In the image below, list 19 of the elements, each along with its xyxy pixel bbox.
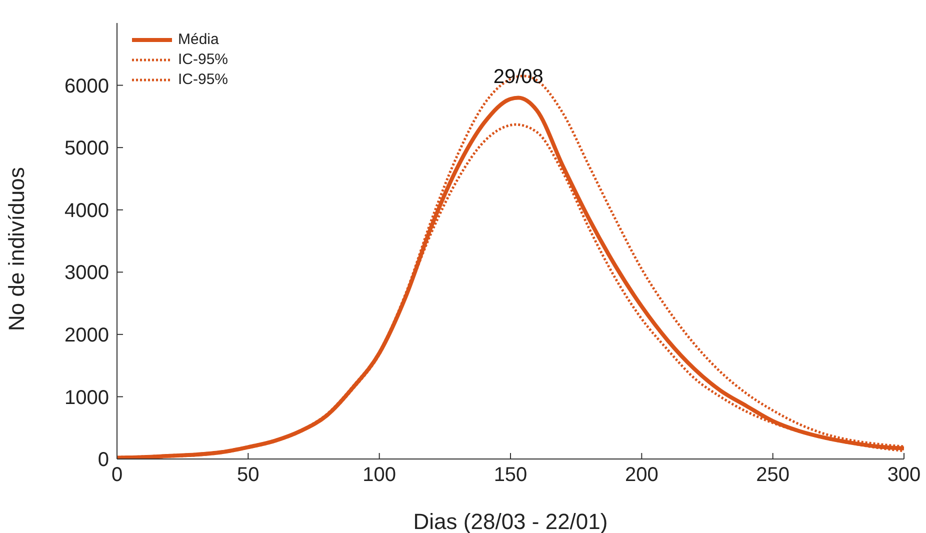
x-tick-label: 50 bbox=[237, 464, 260, 486]
x-tick-label: 200 bbox=[624, 464, 658, 486]
legend-label: Média bbox=[178, 30, 219, 50]
y-tick-label: 4000 bbox=[64, 200, 109, 222]
y-tick-label: 0 bbox=[98, 449, 109, 472]
legend-label: IC-95% bbox=[178, 50, 228, 70]
x-tick-label: 100 bbox=[362, 464, 396, 486]
y-tick-label: 3000 bbox=[64, 262, 109, 284]
y-axis-title: No de indivíduos bbox=[4, 167, 29, 331]
x-tick-label: 0 bbox=[111, 464, 123, 486]
legend-label: IC-95% bbox=[178, 70, 228, 90]
x-tick-label: 250 bbox=[756, 464, 790, 486]
y-tick-label: 1000 bbox=[64, 386, 109, 409]
x-tick-label: 300 bbox=[887, 464, 921, 486]
x-tick-label: 150 bbox=[494, 464, 528, 486]
annotation: 29/08 bbox=[493, 66, 544, 88]
y-tick-label: 2000 bbox=[64, 324, 109, 347]
y-tick-label: 6000 bbox=[64, 75, 109, 98]
y-tick-label: 5000 bbox=[64, 138, 109, 160]
